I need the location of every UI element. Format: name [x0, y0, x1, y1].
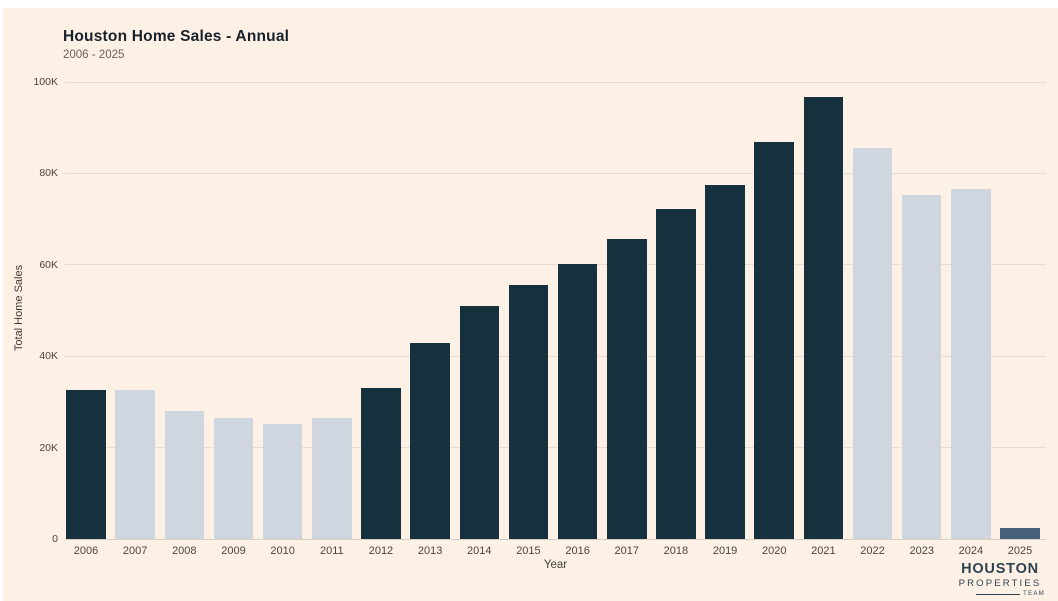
- y-tick-20k: 20K: [39, 441, 58, 454]
- bar-2013[interactable]: [410, 342, 450, 539]
- bar-2010[interactable]: [262, 424, 303, 539]
- bar-2023[interactable]: [901, 195, 942, 539]
- gridline-100k: [65, 81, 1046, 83]
- gridline-60k: [65, 264, 1046, 266]
- x-tick-2006: 2006: [73, 545, 99, 557]
- x-axis-title: Year: [543, 559, 568, 571]
- x-tick-2010: 2010: [270, 545, 295, 557]
- bar-2022[interactable]: [852, 148, 893, 539]
- plot-area: 0 20K 40K 60K 80K 100K 2006 2007 2008 2009 2010 201…: [3, 8, 1058, 601]
- bar-2008[interactable]: [164, 410, 205, 539]
- bar-2011[interactable]: [312, 418, 352, 539]
- bar-2009[interactable]: [213, 418, 254, 539]
- y-tick-0: 0: [52, 533, 58, 545]
- bar-2015[interactable]: [508, 285, 549, 539]
- x-tick-2016: 2016: [565, 545, 590, 557]
- bar-2021[interactable]: [803, 96, 844, 539]
- logo-team-row: TEAM: [955, 591, 1045, 597]
- bar-2025[interactable]: [1000, 528, 1040, 539]
- x-tick-2018: 2018: [663, 545, 689, 557]
- bar-2019[interactable]: [705, 184, 745, 539]
- x-tick-2020: 2020: [761, 545, 787, 557]
- x-tick-2024: 2024: [958, 545, 984, 557]
- y-tick-80k: 80K: [39, 167, 58, 180]
- bar-2024[interactable]: [951, 189, 991, 539]
- x-tick-2022: 2022: [860, 545, 885, 557]
- x-tick-2014: 2014: [467, 545, 492, 557]
- bar-2016[interactable]: [557, 263, 598, 539]
- bar-2014[interactable]: [459, 305, 500, 539]
- houston-properties-logo: HOUSTON PROPERTIES TEAM: [955, 561, 1045, 597]
- chart-subtitle: 2006 - 2025: [63, 49, 125, 61]
- x-tick-2008: 2008: [172, 545, 197, 557]
- chart-title: Houston Home Sales - Annual: [63, 28, 290, 45]
- bar-2007[interactable]: [115, 390, 155, 539]
- gridline-40k: [65, 355, 1046, 357]
- logo-rule-line: [976, 593, 1021, 595]
- x-tick-2021: 2021: [811, 545, 836, 557]
- y-tick-40k: 40K: [39, 350, 58, 363]
- x-tick-2012: 2012: [368, 545, 394, 557]
- logo-properties-text: PROPERTIES: [958, 578, 1042, 589]
- y-tick-60k: 60K: [39, 258, 58, 271]
- logo-team-text: TEAM: [1023, 591, 1045, 597]
- bar-2017[interactable]: [607, 239, 647, 539]
- bar-2020[interactable]: [754, 142, 794, 539]
- bar-2006[interactable]: [66, 389, 106, 539]
- x-tick-2015: 2015: [516, 545, 541, 557]
- x-tick-2011: 2011: [319, 545, 344, 557]
- bar-2012[interactable]: [361, 388, 401, 539]
- bar-2018[interactable]: [656, 208, 696, 539]
- y-tick-100k: 100K: [33, 76, 58, 88]
- logo-houston-text: HOUSTON: [961, 561, 1039, 577]
- x-tick-2009: 2009: [221, 545, 246, 557]
- x-tick-2025: 2025: [1007, 545, 1033, 557]
- gridline-20k: [65, 447, 1046, 449]
- x-tick-2013: 2013: [417, 545, 443, 557]
- x-tick-2019: 2019: [712, 545, 738, 557]
- x-tick-2007: 2007: [122, 545, 148, 557]
- chart-panel: Houston Home Sales - Annual 2006 - 2025 …: [3, 8, 1058, 601]
- gridline-80k: [65, 172, 1046, 174]
- x-tick-2023: 2023: [909, 545, 934, 557]
- x-axis-baseline: [65, 538, 1046, 540]
- x-tick-2017: 2017: [614, 545, 639, 557]
